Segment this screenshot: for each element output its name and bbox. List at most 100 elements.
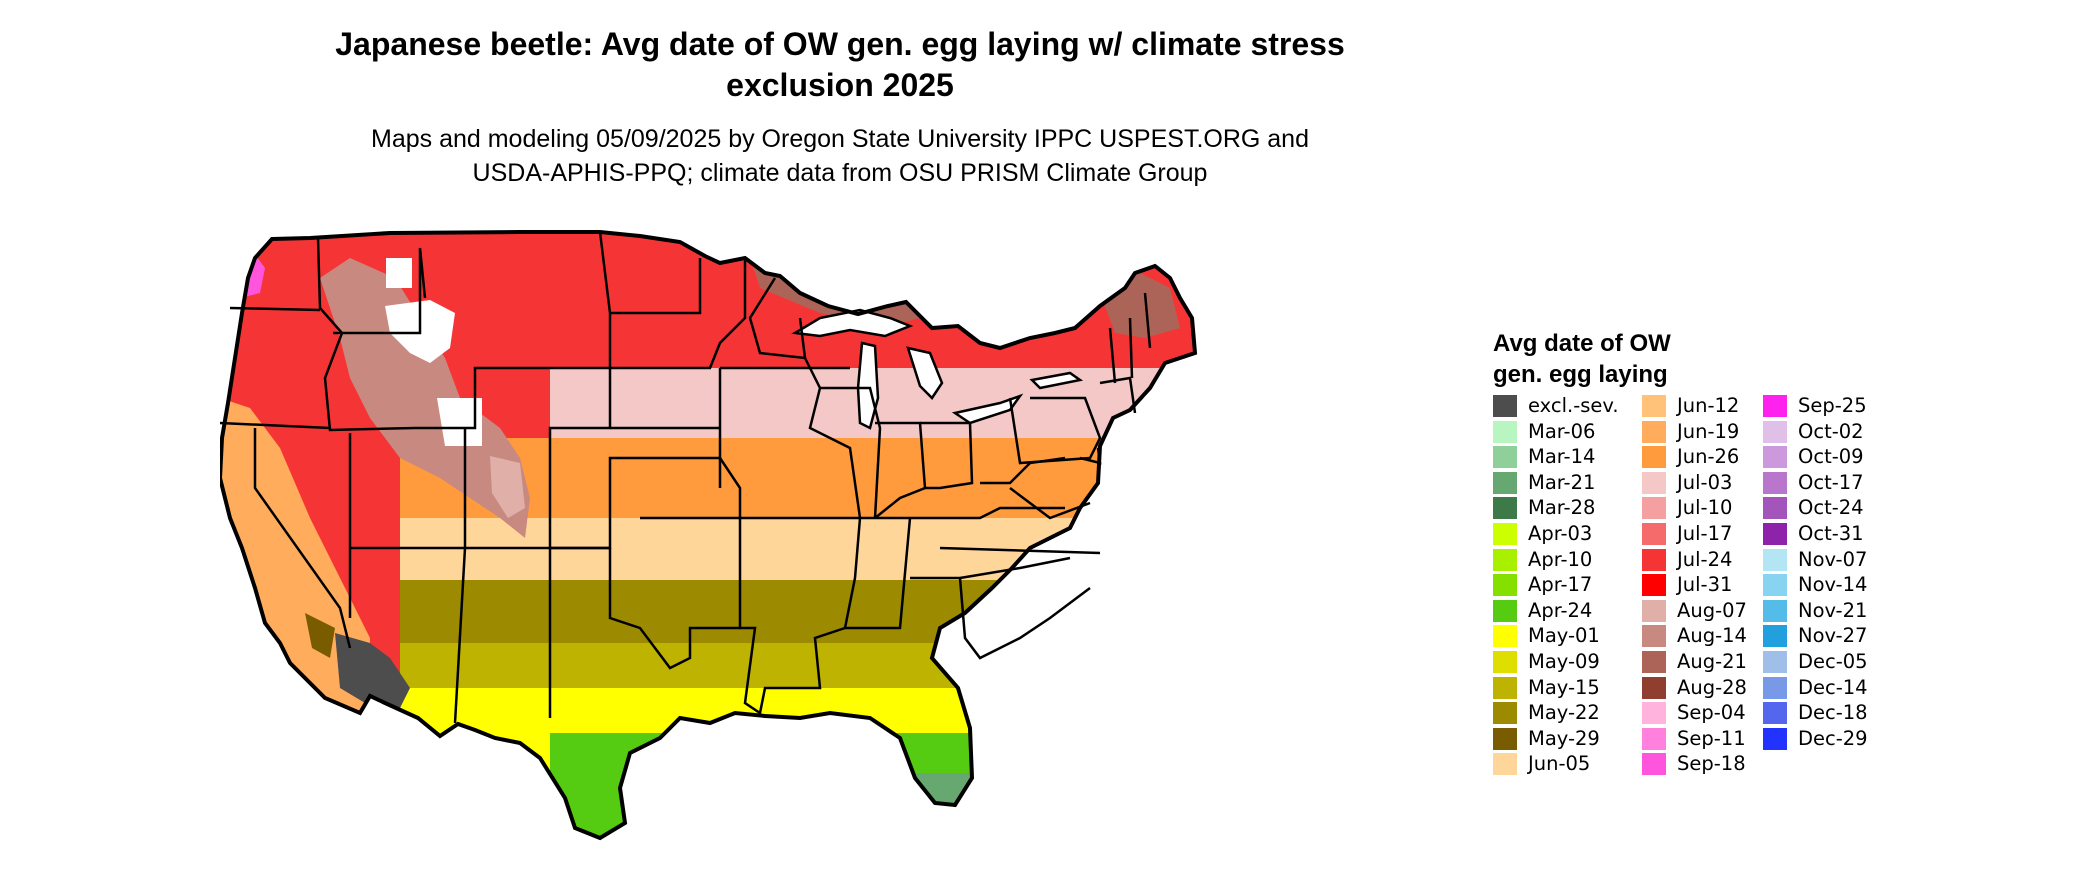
legend-swatch — [1642, 522, 1666, 545]
legend-swatch — [1642, 676, 1666, 699]
legend-label: Aug-28 — [1677, 675, 1747, 699]
legend-swatch — [1763, 395, 1787, 417]
legend-label: Jul-10 — [1677, 496, 1733, 520]
legend-title-line-2: gen. egg laying — [1493, 361, 1668, 388]
legend-swatch — [1642, 497, 1666, 520]
legend-swatch — [1763, 548, 1787, 571]
lake-superior — [791, 308, 914, 338]
legend-label: Oct-09 — [1798, 445, 1864, 469]
legend-label: May-22 — [1528, 701, 1600, 725]
legend-label: Jul-31 — [1677, 573, 1733, 597]
legend-label: Sep-25 — [1798, 394, 1867, 417]
legend-swatch — [1493, 727, 1517, 750]
subtitle-line-2: USDA-APHIS-PPQ; climate data from OSU PR… — [472, 159, 1208, 187]
legend-label: May-01 — [1528, 624, 1600, 648]
legend-label: Jun-12 — [1677, 394, 1740, 417]
legend-swatch — [1763, 650, 1787, 673]
legend-label: excl.-sev. — [1528, 394, 1619, 417]
subtitle-line-1: Maps and modeling 05/09/2025 by Oregon S… — [371, 125, 1309, 153]
legend-swatch — [1763, 471, 1787, 494]
legend-label: Nov-27 — [1798, 624, 1868, 648]
legend-swatch — [1493, 650, 1517, 673]
legend-swatch — [1642, 446, 1666, 469]
legend-title: Avg date of OW gen. egg laying — [1493, 328, 1671, 390]
legend-swatch — [1763, 574, 1787, 597]
legend-label: Apr-24 — [1528, 598, 1593, 622]
legend-swatch — [1493, 599, 1517, 622]
legend-swatch — [1642, 650, 1666, 673]
legend-label: Dec-18 — [1798, 701, 1868, 725]
legend-swatch — [1493, 395, 1517, 417]
legend-swatch — [1493, 753, 1517, 776]
legend-swatch — [1642, 702, 1666, 725]
legend-swatch — [1642, 599, 1666, 622]
legend-swatch — [1763, 625, 1787, 648]
legend-label: Mar-21 — [1528, 470, 1596, 494]
legend-label: Oct-24 — [1798, 496, 1864, 520]
legend-swatch — [1642, 395, 1666, 417]
legend-label: Jul-03 — [1677, 470, 1733, 494]
legend-label: Nov-07 — [1798, 547, 1868, 571]
legend-label: Jul-24 — [1677, 547, 1733, 571]
lake-ontario — [1029, 371, 1084, 390]
legend-swatch — [1493, 522, 1517, 545]
legend-title-line-1: Avg date of OW — [1493, 330, 1671, 357]
legend-swatch — [1642, 471, 1666, 494]
legend-swatch — [1763, 446, 1787, 469]
legend-swatch — [1763, 522, 1787, 545]
legend-swatch — [1763, 599, 1787, 622]
legend-swatch — [1763, 702, 1787, 725]
legend-label: Aug-14 — [1677, 624, 1747, 648]
zone-excluded — [335, 633, 410, 718]
legend-label: Mar-06 — [1528, 419, 1596, 443]
legend-swatch — [1642, 753, 1666, 776]
legend-label: May-15 — [1528, 675, 1600, 699]
title-line-1: Japanese beetle: Avg date of OW gen. egg… — [335, 26, 1345, 62]
legend-label: Apr-03 — [1528, 521, 1593, 545]
legend-label: Aug-21 — [1677, 649, 1747, 673]
legend-swatch — [1763, 497, 1787, 520]
legend-label: Dec-05 — [1798, 649, 1868, 673]
legend-label: Oct-02 — [1798, 419, 1864, 443]
legend-label: Jun-05 — [1528, 752, 1591, 776]
state-boundaries — [220, 231, 1152, 724]
legend-swatch — [1493, 574, 1517, 597]
legend-label: Oct-31 — [1798, 521, 1864, 545]
legend-label: Apr-17 — [1528, 573, 1593, 597]
legend-swatch — [1642, 420, 1666, 443]
legend-label: Jul-17 — [1677, 521, 1733, 545]
legend-label: Dec-29 — [1798, 726, 1868, 750]
map-subtitle: Maps and modeling 05/09/2025 by Oregon S… — [0, 122, 1680, 190]
zone-apr-24 — [550, 733, 1195, 838]
legend-label: Sep-11 — [1677, 726, 1746, 750]
legend-label: Mar-28 — [1528, 496, 1596, 520]
us-map — [220, 230, 1197, 840]
legend-swatch — [1493, 420, 1517, 443]
legend-label: Nov-14 — [1798, 573, 1868, 597]
legend-label: Sep-04 — [1677, 701, 1746, 725]
legend-swatch — [1642, 727, 1666, 750]
legend-swatch — [1493, 702, 1517, 725]
legend-swatch — [1763, 676, 1787, 699]
legend-label: Jun-19 — [1677, 419, 1740, 443]
legend-swatch — [1642, 625, 1666, 648]
legend-swatch — [1493, 497, 1517, 520]
legend-label: Sep-18 — [1677, 752, 1746, 776]
legend-label: Nov-21 — [1798, 598, 1868, 622]
legend-swatch — [1493, 471, 1517, 494]
lake-huron — [906, 346, 944, 400]
lake-erie — [951, 393, 1024, 425]
title-line-2: exclusion 2025 — [726, 67, 954, 103]
legend-label: May-29 — [1528, 726, 1600, 750]
legend-label: Aug-07 — [1677, 598, 1747, 622]
legend-swatch — [1493, 446, 1517, 469]
map-title: Japanese beetle: Avg date of OW gen. egg… — [0, 24, 1680, 106]
legend-swatch — [1493, 548, 1517, 571]
legend-swatch — [1642, 574, 1666, 597]
legend-label: Dec-14 — [1798, 675, 1868, 699]
legend-swatch — [1493, 676, 1517, 699]
legend-label: Oct-17 — [1798, 470, 1864, 494]
legend-label: Jun-26 — [1677, 445, 1740, 469]
legend-label: Mar-14 — [1528, 445, 1596, 469]
legend-swatch — [1642, 548, 1666, 571]
